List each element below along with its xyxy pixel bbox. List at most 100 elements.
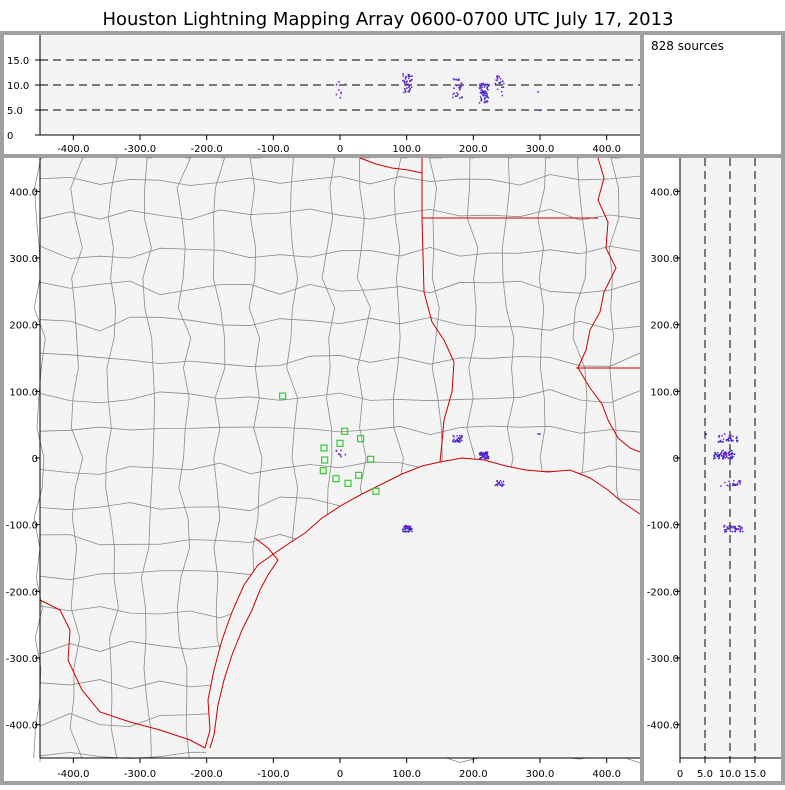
source-point-side bbox=[733, 453, 736, 456]
source-point-top bbox=[496, 76, 498, 79]
source-point-top bbox=[402, 73, 404, 75]
source-point-side bbox=[719, 440, 722, 443]
source-point-top bbox=[487, 96, 490, 99]
source-point-map bbox=[498, 482, 500, 485]
source-point-map bbox=[481, 456, 484, 458]
source-point-side bbox=[716, 454, 719, 456]
source-point-map bbox=[496, 482, 499, 484]
county-line bbox=[39, 316, 641, 332]
source-point-top bbox=[406, 80, 408, 83]
source-point-top bbox=[456, 84, 458, 87]
source-point-side bbox=[729, 530, 732, 532]
side-x-tick-label: 0 bbox=[677, 769, 683, 780]
source-point-top bbox=[403, 80, 406, 83]
source-point-map bbox=[409, 527, 412, 530]
source-point-top bbox=[480, 89, 482, 92]
source-point-map bbox=[483, 457, 486, 460]
station-marker bbox=[320, 444, 328, 452]
source-point-map bbox=[485, 456, 488, 459]
side-y-tick-label: -200.0 bbox=[647, 587, 679, 598]
source-point-map bbox=[458, 434, 461, 437]
station-marker bbox=[341, 427, 349, 435]
map-x-tick-label: 300.0 bbox=[526, 769, 555, 780]
source-point-top bbox=[454, 78, 457, 81]
source-point-side bbox=[733, 484, 736, 486]
source-point-top bbox=[482, 94, 484, 96]
source-point-side bbox=[730, 439, 732, 441]
source-point-top bbox=[486, 96, 488, 98]
source-point-top bbox=[409, 88, 412, 90]
source-point-top bbox=[479, 83, 481, 86]
side-y-tick-label: -300.0 bbox=[647, 654, 679, 665]
source-point-side bbox=[731, 453, 733, 456]
source-point-top bbox=[457, 93, 459, 96]
source-point-side bbox=[738, 481, 741, 483]
axis-ticks bbox=[35, 35, 781, 763]
source-point-map bbox=[409, 525, 412, 528]
source-point-top bbox=[409, 80, 411, 82]
source-point-top bbox=[404, 91, 407, 93]
source-point-top bbox=[458, 87, 460, 89]
source-point-side bbox=[724, 453, 727, 456]
source-point-top bbox=[338, 89, 340, 91]
source-point-top bbox=[453, 87, 455, 89]
source-point-map bbox=[501, 484, 504, 487]
source-point-map bbox=[335, 450, 338, 452]
source-point-map bbox=[407, 530, 410, 533]
source-point-side bbox=[731, 457, 733, 460]
source-point-top bbox=[457, 78, 460, 80]
source-point-side bbox=[730, 526, 732, 528]
source-point-side bbox=[718, 455, 720, 458]
source-point-top bbox=[339, 96, 342, 99]
source-point-top bbox=[402, 75, 405, 77]
source-point-top bbox=[486, 83, 489, 86]
source-point-side bbox=[731, 456, 733, 459]
source-point-top bbox=[484, 98, 486, 100]
source-point-top bbox=[484, 92, 486, 94]
source-point-top bbox=[404, 77, 407, 79]
source-point-side bbox=[741, 530, 744, 533]
source-point-side bbox=[731, 452, 733, 454]
source-point-side bbox=[738, 480, 740, 482]
source-point-top bbox=[481, 86, 484, 89]
source-point-top bbox=[478, 102, 481, 104]
source-point-top bbox=[486, 87, 488, 89]
side-y-tick-label: 200.0 bbox=[650, 321, 679, 332]
source-point-map bbox=[453, 438, 455, 441]
map-x-tick-label: -100.0 bbox=[257, 769, 289, 780]
source-point-top bbox=[483, 95, 485, 97]
source-point-side bbox=[714, 453, 716, 456]
source-point-top bbox=[405, 81, 407, 84]
source-point-top bbox=[486, 95, 488, 97]
source-point-side bbox=[739, 530, 742, 533]
source-point-side bbox=[715, 453, 717, 456]
source-point-map bbox=[487, 457, 490, 460]
source-point-side bbox=[720, 455, 723, 457]
source-point-top bbox=[502, 86, 505, 88]
source-point-top bbox=[484, 96, 486, 99]
source-point-map bbox=[480, 452, 482, 454]
source-point-top bbox=[404, 78, 407, 80]
source-point-map bbox=[407, 527, 410, 530]
source-point-side bbox=[728, 485, 730, 487]
source-point-map bbox=[482, 452, 485, 454]
source-point-side bbox=[713, 457, 716, 460]
source-point-map bbox=[403, 527, 406, 530]
map-x-tick-label: -300.0 bbox=[124, 769, 156, 780]
red-river-border bbox=[359, 157, 423, 174]
source-point-side bbox=[737, 482, 739, 484]
source-point-map bbox=[452, 440, 454, 443]
source-point-map bbox=[402, 530, 404, 533]
source-point-top bbox=[496, 79, 498, 82]
source-point-top bbox=[402, 79, 404, 82]
source-point-top bbox=[459, 87, 462, 89]
source-point-top bbox=[403, 88, 406, 90]
source-point-top bbox=[338, 81, 340, 83]
source-point-side bbox=[718, 457, 720, 460]
source-point-map bbox=[338, 453, 340, 455]
source-point-side bbox=[726, 456, 728, 458]
source-point-top bbox=[410, 79, 412, 82]
station-marker bbox=[336, 439, 344, 447]
source-point-side bbox=[736, 528, 739, 531]
source-point-side bbox=[734, 484, 737, 487]
